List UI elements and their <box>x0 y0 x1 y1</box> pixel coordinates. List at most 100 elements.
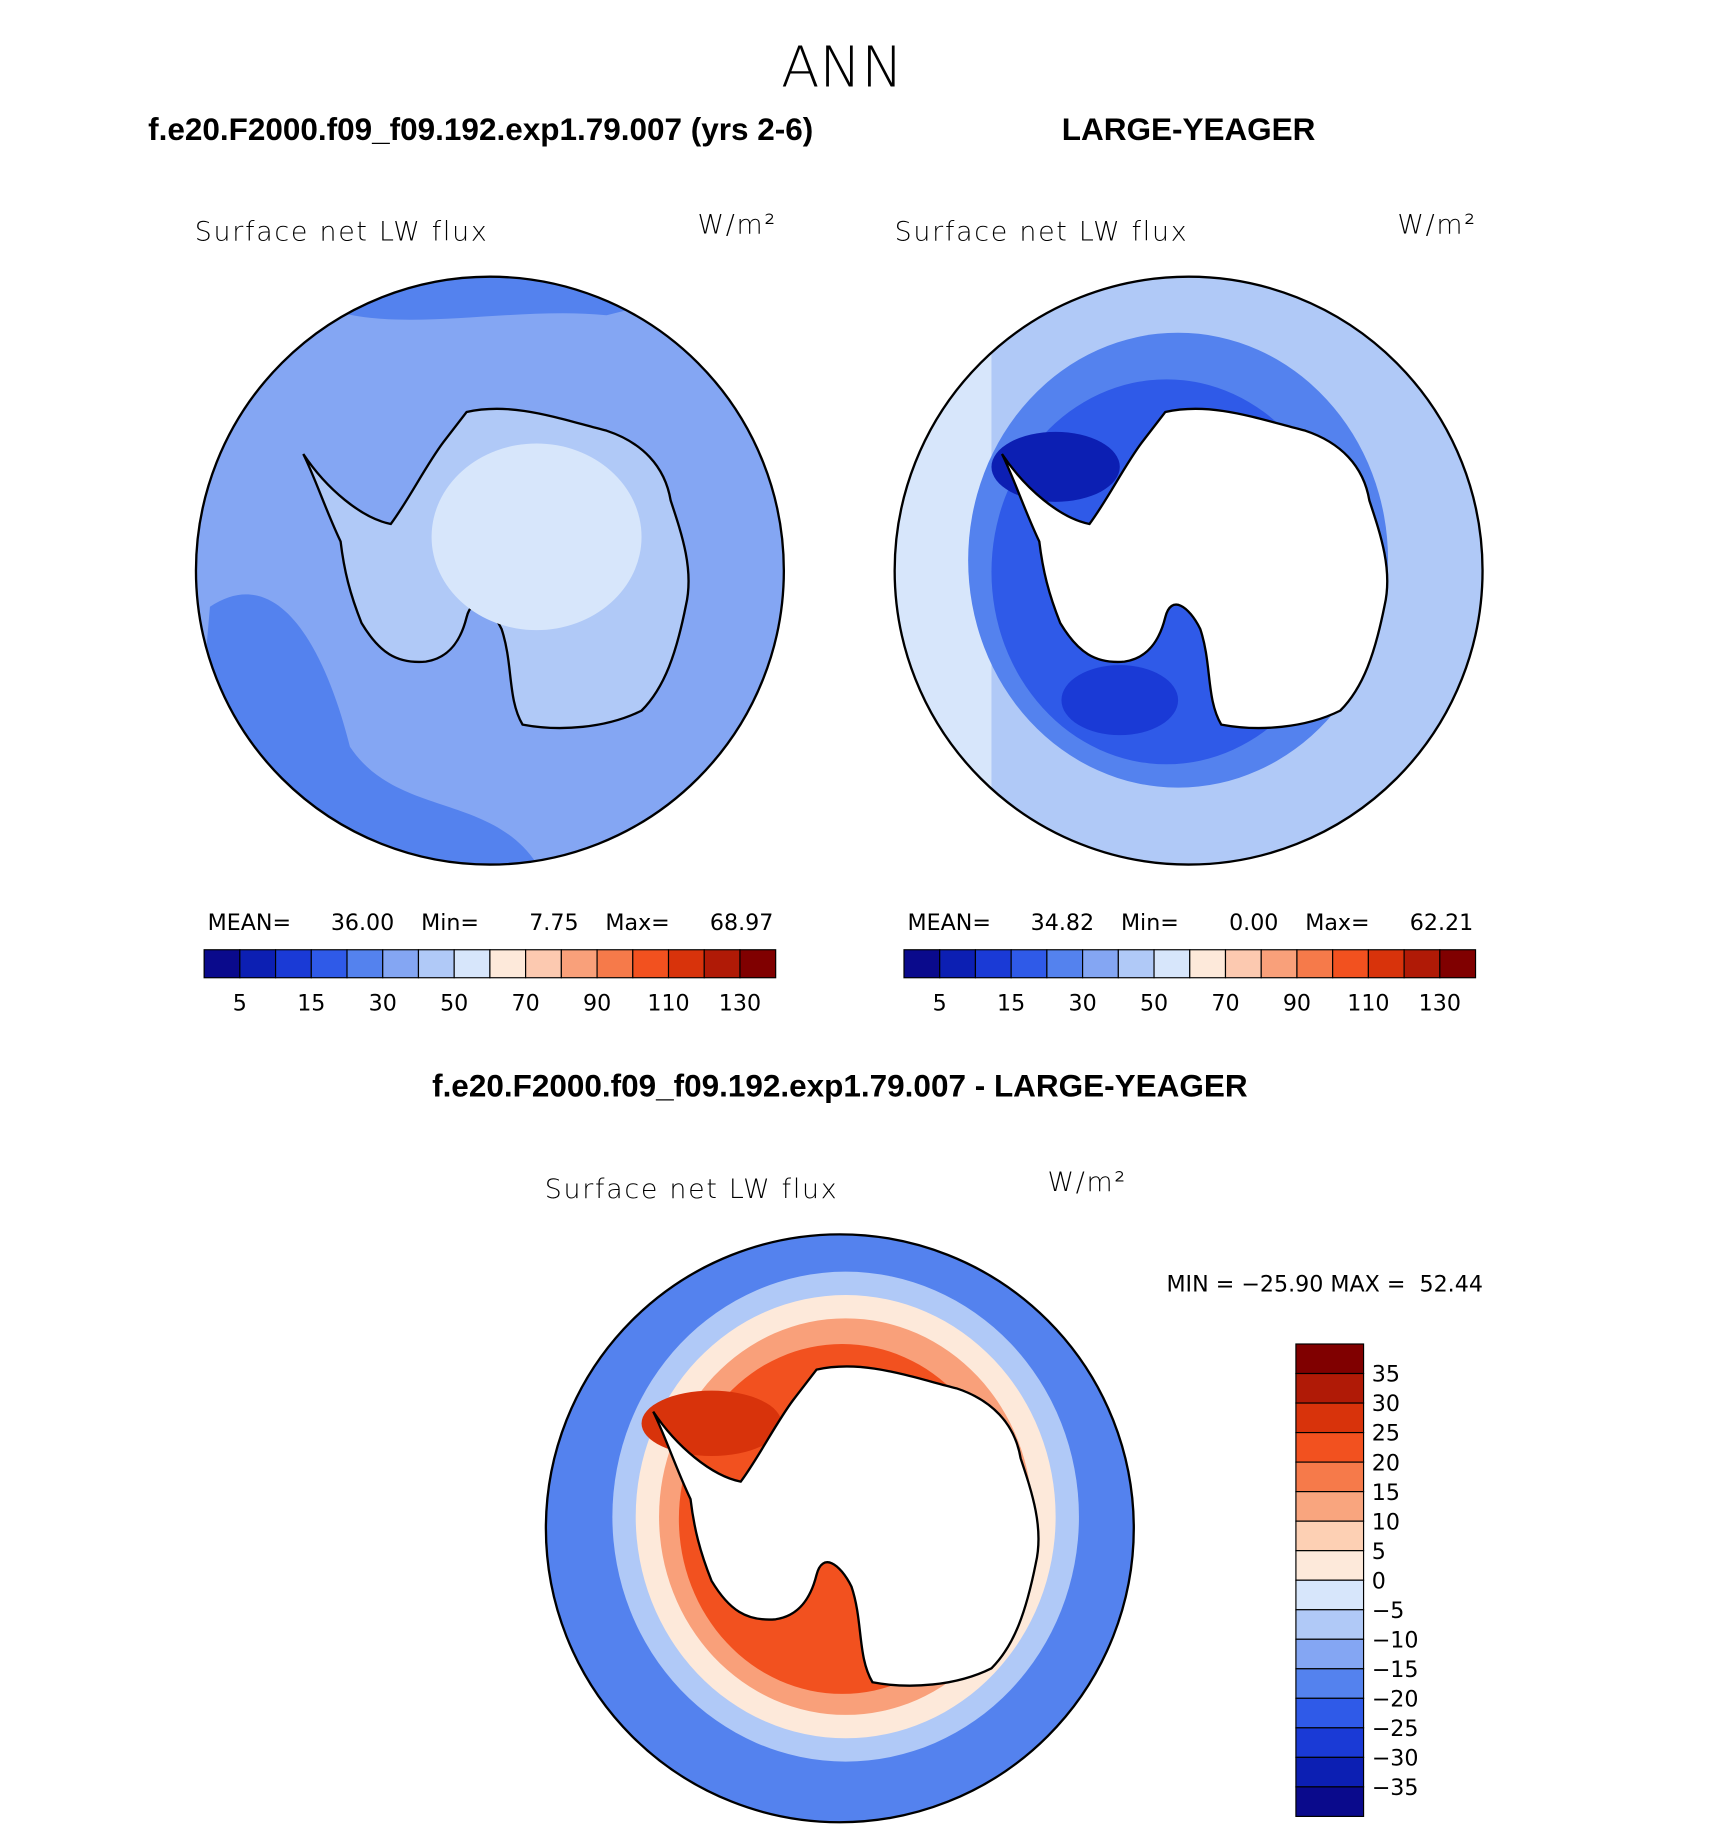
colorbar-label: 90 <box>583 990 611 1016</box>
colorbar-box <box>974 949 1012 979</box>
colorbar-box <box>1046 949 1084 979</box>
variable-label: Surface net LW flux <box>545 1174 839 1205</box>
colorbar-label: 0 <box>1372 1568 1386 1594</box>
colorbar-box <box>346 949 384 979</box>
colorbar-box <box>1295 1638 1365 1670</box>
colorbar-box <box>382 949 420 979</box>
colorbar-box <box>1296 949 1334 979</box>
colorbar-box <box>1295 1786 1365 1817</box>
colorbar-label: 20 <box>1372 1450 1400 1476</box>
units-label: W/m² <box>698 210 777 241</box>
colorbar-box <box>1082 949 1119 979</box>
colorbar-label: 70 <box>512 990 540 1016</box>
variable-label: Surface net LW flux <box>895 217 1189 248</box>
colorbar-box <box>596 949 634 979</box>
stat-name: MEAN= <box>907 910 990 936</box>
colorbar-box <box>525 949 562 979</box>
colorbar-box <box>1295 1402 1365 1434</box>
colorbar-box <box>1295 1520 1365 1552</box>
colorbar-box <box>667 949 705 979</box>
colorbar-box <box>1295 1550 1365 1581</box>
units-label: W/m² <box>1047 1167 1126 1198</box>
colorbar-label: −35 <box>1372 1775 1419 1801</box>
colorbar-box <box>1010 949 1048 979</box>
colorbar-label: 10 <box>1372 1509 1400 1535</box>
colorbar-box <box>1295 1668 1365 1699</box>
colorbar-box <box>1295 1579 1365 1611</box>
colorbar-box <box>1153 949 1191 979</box>
colorbar-label: 90 <box>1283 990 1311 1016</box>
colorbar-label: 30 <box>1372 1391 1400 1417</box>
range-label: MIN = −25.90 MAX = 52.44 <box>1166 1272 1482 1298</box>
colorbar-box <box>310 949 348 979</box>
colorbar-box <box>739 949 777 979</box>
stat-name: Max= <box>605 910 669 936</box>
colorbar-box <box>1295 1461 1365 1493</box>
colorbar-label: −5 <box>1372 1598 1405 1624</box>
colorbar-box <box>1439 949 1477 979</box>
colorbar-label: 35 <box>1372 1362 1400 1388</box>
stat-name: Max= <box>1305 910 1369 936</box>
map-right <box>894 276 1483 865</box>
colorbar-box <box>453 949 491 979</box>
map-left <box>195 276 784 865</box>
stat-value: 62.21 <box>1410 910 1473 936</box>
units-label: W/m² <box>1397 210 1476 241</box>
colorbar-box <box>560 949 598 979</box>
stat-value: 36.00 <box>331 910 394 936</box>
colorbar-box <box>274 949 312 979</box>
colorbar-box <box>1295 1609 1365 1640</box>
colorbar-box <box>1260 949 1298 979</box>
stat-name: MEAN= <box>208 910 291 936</box>
case-title: f.e20.F2000.f09_f09.192.exp1.79.007 (yrs… <box>148 111 813 147</box>
colorbar-box <box>1295 1697 1365 1729</box>
colorbar-label: −30 <box>1372 1746 1419 1772</box>
colorbar-box <box>1295 1372 1365 1404</box>
colorbar-box <box>703 949 741 979</box>
colorbar-box <box>903 949 941 979</box>
colorbar-box <box>1332 949 1369 979</box>
colorbar-box <box>1403 949 1441 979</box>
colorbar-box <box>489 949 527 979</box>
colorbar-box <box>1295 1491 1365 1522</box>
colorbar-label: 15 <box>297 990 325 1016</box>
colorbar-box <box>1189 949 1227 979</box>
colorbar-label: 15 <box>997 990 1025 1016</box>
colorbar-label: 15 <box>1372 1480 1400 1506</box>
colorbar-box <box>1224 949 1262 979</box>
stat-value: 68.97 <box>710 910 773 936</box>
colorbar-label: 5 <box>233 990 247 1016</box>
colorbar-box <box>1295 1431 1365 1463</box>
colorbar-label: 130 <box>1419 990 1461 1016</box>
stat-value: 0.00 <box>1229 910 1278 936</box>
colorbar-label: 70 <box>1211 990 1239 1016</box>
stat-name: Min= <box>1121 910 1179 936</box>
colorbar-label: 130 <box>719 990 761 1016</box>
colorbar-box <box>1295 1343 1365 1375</box>
colorbar-box <box>239 949 277 979</box>
colorbar-label: 50 <box>1140 990 1168 1016</box>
colorbar-box <box>632 949 670 979</box>
colorbar-label: 50 <box>440 990 468 1016</box>
colorbar-label: 30 <box>369 990 397 1016</box>
colorbar-label: 110 <box>647 990 689 1016</box>
colorbar-box <box>203 949 241 979</box>
colorbar-label: −15 <box>1372 1657 1419 1683</box>
map-difference <box>545 1234 1134 1823</box>
case-title: LARGE-YEAGER <box>1062 111 1316 147</box>
colorbar-box <box>1295 1727 1365 1758</box>
colorbar-box <box>1117 949 1155 979</box>
colorbar-label: 5 <box>1372 1539 1386 1565</box>
colorbar-label: −20 <box>1372 1686 1419 1712</box>
variable-label: Surface net LW flux <box>195 217 489 248</box>
colorbar-label: 25 <box>1372 1421 1400 1447</box>
colorbar-box <box>1367 949 1405 979</box>
colorbar-box <box>1295 1756 1365 1788</box>
colorbar-label: 5 <box>933 990 947 1016</box>
colorbar-label: 30 <box>1068 990 1096 1016</box>
colorbar-label: −10 <box>1372 1627 1419 1653</box>
difference-title: f.e20.F2000.f09_f09.192.exp1.79.007 - LA… <box>432 1068 1248 1104</box>
stat-value: 34.82 <box>1031 910 1094 936</box>
colorbar-box <box>417 949 455 979</box>
